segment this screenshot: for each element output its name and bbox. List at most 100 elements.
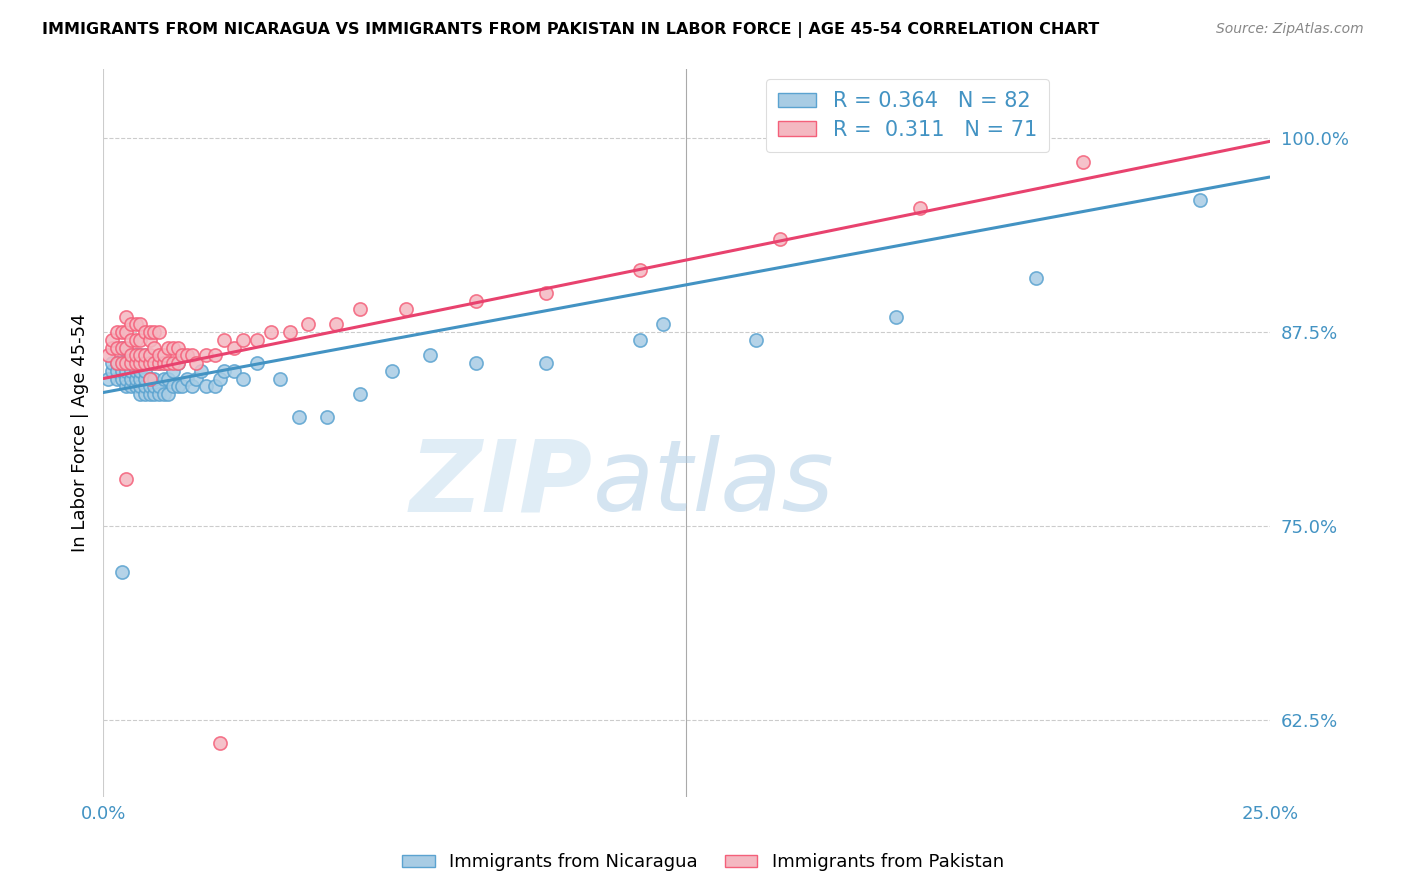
Point xyxy=(115,356,138,370)
Point xyxy=(115,371,138,385)
Point xyxy=(232,371,254,385)
Point xyxy=(120,348,142,362)
Text: ZIP: ZIP xyxy=(411,435,593,533)
Point xyxy=(125,364,148,378)
Point xyxy=(214,364,236,378)
Point xyxy=(148,379,170,393)
Point xyxy=(186,371,208,385)
Point xyxy=(115,472,138,486)
Point xyxy=(111,341,134,355)
Point xyxy=(908,201,931,215)
Point xyxy=(222,364,245,378)
Point xyxy=(148,387,170,401)
Point xyxy=(125,356,148,370)
Point xyxy=(166,356,188,370)
Point xyxy=(134,379,156,393)
Point xyxy=(125,371,148,385)
Point xyxy=(115,364,138,378)
Point xyxy=(162,341,184,355)
Point xyxy=(111,341,134,355)
Point xyxy=(115,325,138,339)
Point xyxy=(278,325,301,339)
Point xyxy=(1188,194,1211,208)
Point xyxy=(120,364,142,378)
Point xyxy=(152,356,174,370)
Point xyxy=(222,341,245,355)
Point xyxy=(208,736,231,750)
Point xyxy=(139,387,162,401)
Point xyxy=(536,356,558,370)
Point xyxy=(129,371,152,385)
Point xyxy=(139,333,162,347)
Point xyxy=(465,294,488,309)
Point xyxy=(269,371,291,385)
Point xyxy=(143,341,166,355)
Point xyxy=(166,379,188,393)
Point xyxy=(148,325,170,339)
Point xyxy=(139,356,162,370)
Point xyxy=(129,348,152,362)
Point xyxy=(125,333,148,347)
Point xyxy=(111,356,134,370)
Point xyxy=(157,387,180,401)
Point xyxy=(152,371,174,385)
Point xyxy=(97,371,120,385)
Point xyxy=(129,364,152,378)
Point xyxy=(260,325,283,339)
Point xyxy=(148,356,170,370)
Point xyxy=(143,325,166,339)
Point xyxy=(162,364,184,378)
Point xyxy=(120,356,142,370)
Point xyxy=(1071,154,1094,169)
Point xyxy=(105,341,128,355)
Point xyxy=(134,356,156,370)
Point xyxy=(129,387,152,401)
Point xyxy=(246,333,269,347)
Point xyxy=(246,356,269,370)
Point xyxy=(157,371,180,385)
Point xyxy=(105,364,128,378)
Point xyxy=(349,387,371,401)
Point xyxy=(148,356,170,370)
Point xyxy=(134,387,156,401)
Point xyxy=(125,318,148,332)
Point xyxy=(134,348,156,362)
Point xyxy=(325,318,347,332)
Point xyxy=(143,387,166,401)
Point xyxy=(97,348,120,362)
Point xyxy=(115,356,138,370)
Point xyxy=(125,348,148,362)
Y-axis label: In Labor Force | Age 45-54: In Labor Force | Age 45-54 xyxy=(72,313,89,552)
Point xyxy=(157,341,180,355)
Point xyxy=(129,379,152,393)
Point xyxy=(105,325,128,339)
Point xyxy=(745,333,768,347)
Point xyxy=(297,318,319,332)
Point xyxy=(194,379,217,393)
Point xyxy=(139,348,162,362)
Point xyxy=(129,356,152,370)
Point xyxy=(349,301,371,316)
Point xyxy=(232,333,254,347)
Point xyxy=(120,371,142,385)
Point xyxy=(628,263,651,277)
Point xyxy=(208,371,231,385)
Point xyxy=(125,379,148,393)
Point xyxy=(152,348,174,362)
Point xyxy=(120,333,142,347)
Point xyxy=(162,356,184,370)
Point xyxy=(143,379,166,393)
Point xyxy=(628,333,651,347)
Point xyxy=(134,371,156,385)
Point xyxy=(129,333,152,347)
Point xyxy=(152,387,174,401)
Point xyxy=(139,371,162,385)
Point xyxy=(101,341,124,355)
Point xyxy=(172,348,194,362)
Point xyxy=(129,348,152,362)
Point xyxy=(769,232,792,246)
Point xyxy=(111,325,134,339)
Point xyxy=(129,318,152,332)
Point xyxy=(111,371,134,385)
Point xyxy=(143,356,166,370)
